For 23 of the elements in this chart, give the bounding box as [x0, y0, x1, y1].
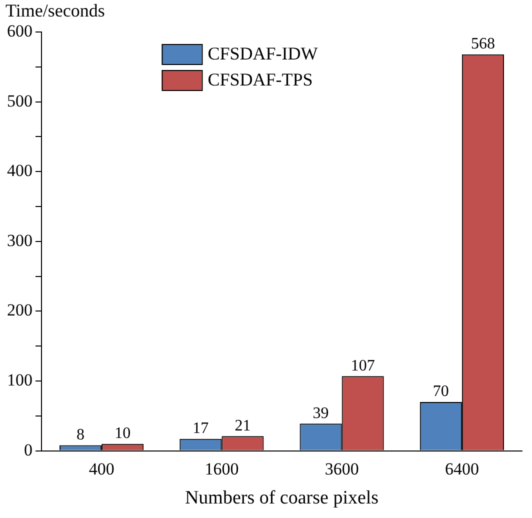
data-label: 10 — [114, 425, 131, 442]
x-tick-label: 6400 — [444, 459, 479, 478]
y-tick-label: 0 — [24, 440, 32, 460]
data-label: 70 — [432, 383, 449, 400]
y-axis-title: Time/seconds — [6, 0, 105, 21]
legend-label: CFSDAF-TPS — [208, 70, 313, 90]
data-label: 21 — [234, 417, 251, 434]
y-tick-label: 200 — [7, 300, 32, 320]
x-tick-label: 400 — [88, 459, 114, 478]
y-tick-label: 500 — [7, 91, 32, 110]
data-label: 107 — [350, 357, 375, 374]
data-label: 39 — [312, 404, 329, 422]
data-label: 8 — [76, 426, 85, 444]
x-tick-label: 3600 — [324, 459, 359, 478]
y-tick-label: 400 — [7, 161, 32, 180]
y-tick-label: 100 — [7, 370, 32, 390]
data-label: 568 — [470, 36, 495, 53]
x-axis-title: Numbers of coarse pixels — [184, 488, 379, 509]
y-tick-label: 600 — [7, 21, 32, 40]
x-tick-label: 1600 — [204, 459, 239, 478]
y-tick-label: 300 — [7, 230, 32, 250]
legend-label: CFSDAF-IDW — [208, 44, 318, 64]
data-label: 17 — [192, 420, 209, 438]
